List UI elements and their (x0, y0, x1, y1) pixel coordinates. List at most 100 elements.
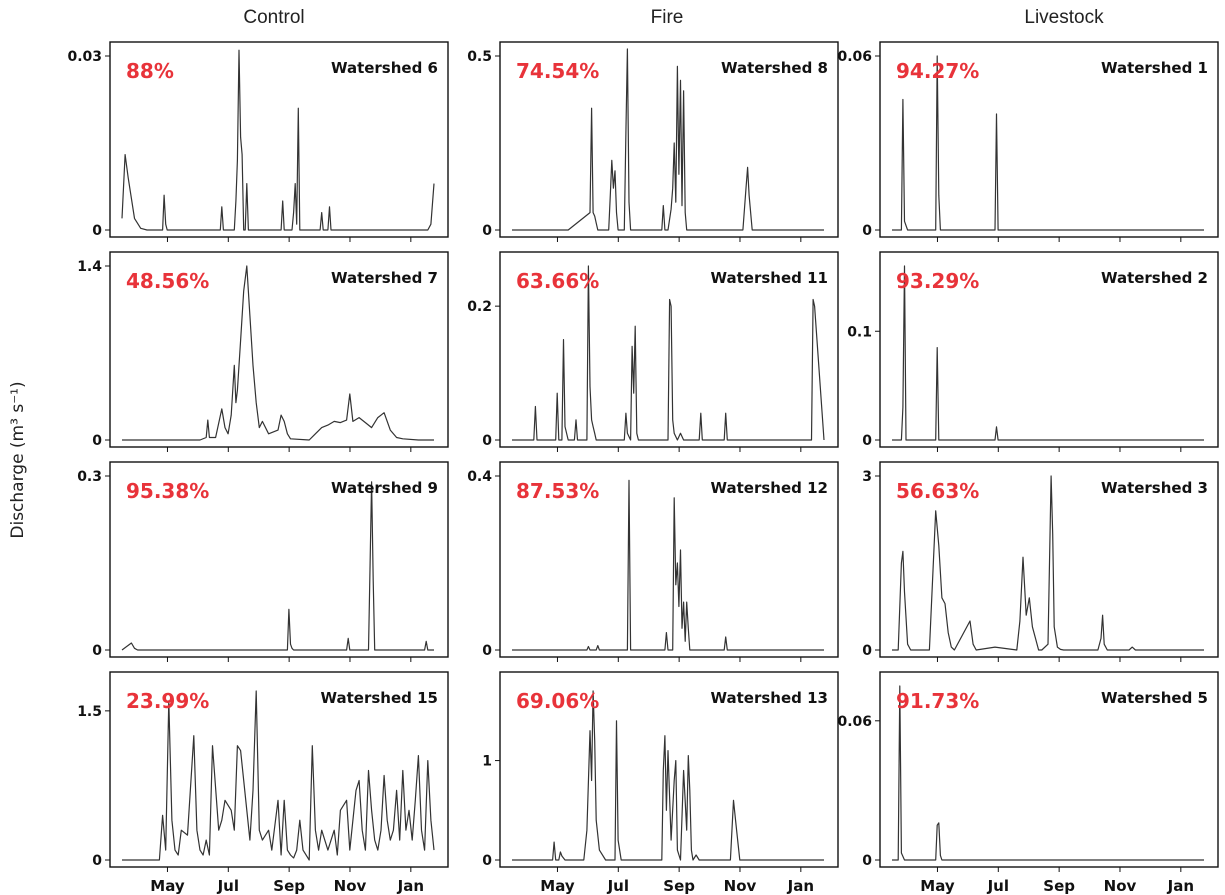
panel-8: 0 0.4 87.53% Watershed 12 (467, 461, 839, 662)
x-tick-label: May (920, 877, 955, 895)
y-tick-label: 0 (862, 223, 872, 239)
panel-2: 0 0.5 74.54% Watershed 8 (467, 41, 839, 242)
discharge-line (892, 265, 1204, 441)
panel-12: 0 0.06 May Jul Sep Nov Jan 91.73% Watershed 5 (837, 671, 1219, 895)
percent-label: 88% (126, 59, 174, 83)
discharge-line (512, 265, 825, 441)
panel-3: 0 0.06 94.27% Watershed 1 (837, 41, 1219, 242)
x-tick-label: Jul (217, 877, 239, 895)
x-tick-label: Nov (724, 877, 757, 895)
watershed-label: Watershed 9 (331, 479, 438, 497)
panel-frame (879, 41, 1219, 238)
panel-1: 0 0.03 88% Watershed 6 (67, 41, 449, 242)
watershed-label: Watershed 8 (721, 59, 828, 77)
watershed-label: Watershed 3 (1101, 479, 1208, 497)
column-title-fire: Fire (650, 7, 684, 28)
x-tick-label: Sep (1043, 877, 1075, 895)
percent-label: 23.99% (126, 689, 209, 713)
panel-9: 0 3 56.63% Watershed 3 (862, 461, 1219, 662)
discharge-line (512, 479, 824, 651)
y-tick-label: 0 (92, 643, 102, 659)
y-tick-label: 0.06 (837, 49, 872, 65)
discharge-line (892, 685, 1204, 861)
y-tick-label: 0 (862, 643, 872, 659)
y-tick-label: 3 (862, 469, 872, 485)
x-tick-label: Sep (273, 877, 305, 895)
y-axis-label: Discharge (m³ s⁻¹) (8, 381, 28, 538)
discharge-line (892, 475, 1204, 651)
percent-label: 69.06% (516, 689, 599, 713)
percent-label: 87.53% (516, 479, 599, 503)
percent-label: 74.54% (516, 59, 599, 83)
y-tick-label: 0.4 (467, 469, 492, 485)
y-tick-label: 0 (92, 223, 102, 239)
y-tick-label: 0.06 (837, 714, 872, 730)
panel-frame (499, 251, 839, 448)
y-tick-label: 0.2 (467, 299, 492, 315)
discharge-line (892, 55, 1204, 231)
watershed-label: Watershed 11 (711, 269, 829, 287)
x-tick-label: Jan (1167, 877, 1194, 895)
panel-frame (499, 671, 839, 868)
panel-frame (879, 461, 1219, 658)
y-tick-label: 0 (862, 433, 872, 449)
y-tick-label: 0 (482, 853, 492, 869)
y-tick-label: 1.5 (77, 704, 102, 720)
discharge-line (121, 481, 434, 651)
y-tick-label: 1 (482, 754, 492, 770)
y-tick-label: 0 (92, 853, 102, 869)
discharge-line (121, 49, 435, 231)
percent-label: 56.63% (896, 479, 979, 503)
x-tick-label: Jan (787, 877, 814, 895)
panel-frame (499, 41, 839, 238)
column-title-livestock: Livestock (1024, 7, 1104, 28)
panel-frame (109, 251, 449, 448)
y-tick-label: 0 (482, 433, 492, 449)
watershed-label: Watershed 1 (1101, 59, 1208, 77)
watershed-label: Watershed 7 (331, 269, 438, 287)
percent-label: 93.29% (896, 269, 979, 293)
column-title-control: Control (243, 7, 305, 28)
panel-5: 0 0.2 63.66% Watershed 11 (467, 251, 839, 452)
x-tick-label: Jan (397, 877, 424, 895)
percent-label: 63.66% (516, 269, 599, 293)
panel-frame (879, 251, 1219, 448)
watershed-label: Watershed 2 (1101, 269, 1208, 287)
discharge-line (122, 265, 434, 441)
y-tick-label: 0 (482, 223, 492, 239)
watershed-label: Watershed 13 (711, 689, 829, 707)
y-tick-label: 0.3 (77, 469, 102, 485)
panel-6: 0 0.1 93.29% Watershed 2 (847, 251, 1219, 452)
x-tick-label: May (540, 877, 575, 895)
panel-frame (109, 461, 449, 658)
panel-4: 0 1.4 48.56% Watershed 7 (77, 251, 449, 452)
discharge-line (122, 690, 435, 861)
discharge-line (512, 48, 824, 231)
y-tick-label: 0 (92, 433, 102, 449)
percent-label: 48.56% (126, 269, 209, 293)
panel-frame (499, 461, 839, 658)
panel-frame (879, 671, 1219, 868)
watershed-label: Watershed 12 (711, 479, 829, 497)
y-axis-label-text: Discharge (m³ s⁻¹) (8, 381, 28, 538)
percent-label: 91.73% (896, 689, 979, 713)
panel-frame (109, 671, 449, 868)
y-tick-label: 0 (862, 853, 872, 869)
x-tick-label: Jul (607, 877, 629, 895)
percent-label: 94.27% (896, 59, 979, 83)
panel-11: 0 1 May Jul Sep Nov Jan 69.06% Watershed 13 (482, 671, 839, 895)
watershed-label: Watershed 6 (331, 59, 438, 77)
watershed-label: Watershed 15 (321, 689, 439, 707)
panel-frame (109, 41, 449, 238)
percent-label: 95.38% (126, 479, 209, 503)
x-tick-label: Jul (987, 877, 1009, 895)
panel-10: 0 1.5 May Jul Sep Nov Jan 23.99% Watershed 15 (77, 671, 449, 895)
y-tick-label: 0.1 (847, 324, 872, 340)
discharge-line (512, 690, 824, 861)
x-tick-label: Nov (334, 877, 367, 895)
y-tick-label: 0.03 (67, 49, 102, 65)
y-tick-label: 0 (482, 643, 492, 659)
panel-7: 0 0.3 95.38% Watershed 9 (77, 461, 449, 662)
